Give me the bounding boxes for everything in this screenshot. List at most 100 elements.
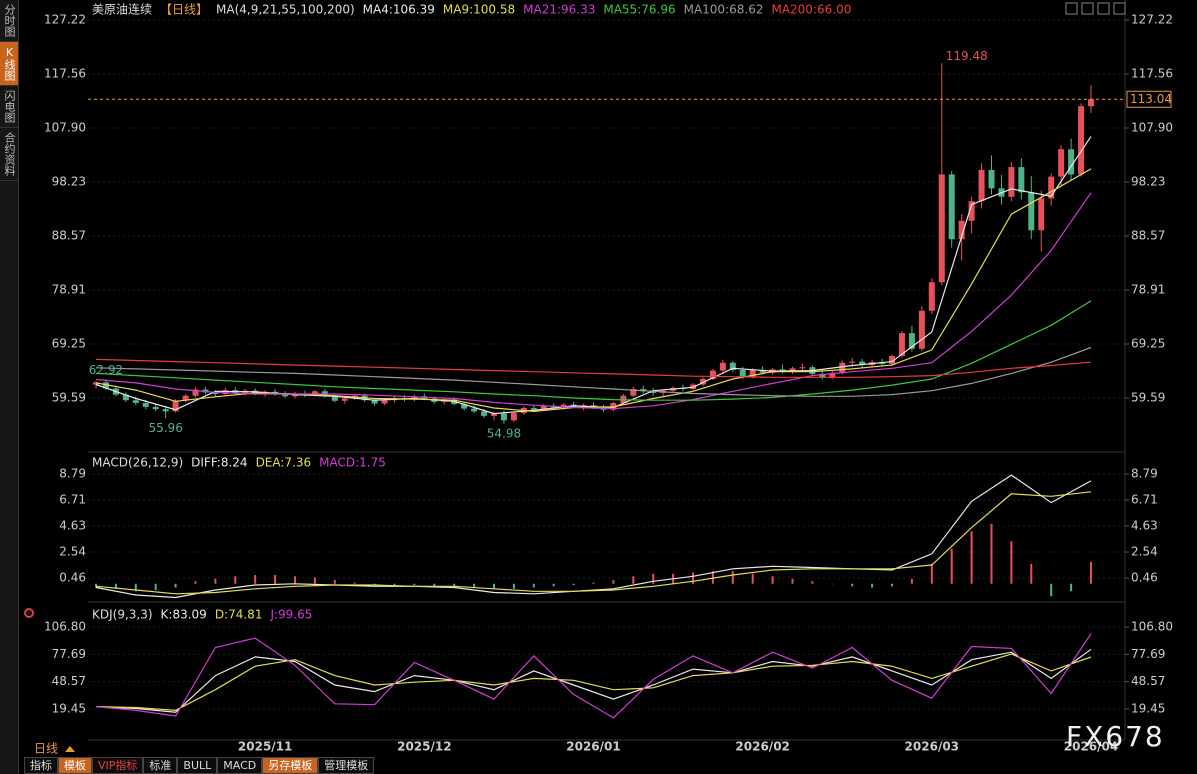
macd-bar — [453, 583, 456, 587]
y-tick-label: 98.23 — [52, 175, 86, 189]
tab[interactable]: K线图 — [0, 42, 18, 86]
macd-bar — [473, 583, 476, 588]
candle-body — [481, 411, 488, 416]
toolbar-button[interactable]: 标准 — [143, 757, 178, 774]
x-tick-label: 2026/01 — [566, 740, 620, 754]
candle-body — [829, 372, 836, 378]
candle — [859, 358, 866, 368]
candle-body — [1028, 192, 1035, 231]
indicator-line — [95, 358, 1092, 378]
icon-zoom[interactable] — [1081, 2, 1094, 15]
y-tick-label: 106.80 — [44, 619, 86, 633]
macd-bar — [532, 583, 535, 588]
tab[interactable]: 分时图 — [0, 0, 18, 42]
x-tick-label: 2025/11 — [238, 740, 292, 754]
icon-move[interactable] — [1065, 2, 1078, 15]
extreme-label: 119.48 — [946, 49, 988, 63]
candle-body — [819, 373, 826, 378]
extreme-label: 54.98 — [487, 426, 521, 440]
tab[interactable]: 闪电图 — [0, 86, 18, 128]
y-tick-label: 19.45 — [1131, 702, 1165, 716]
period-arrow[interactable] — [65, 746, 75, 752]
toolbar-button[interactable]: VIP指标 — [92, 757, 144, 774]
y-tick-label: 19.45 — [52, 702, 86, 716]
bottom-toolbar: 指标 模板 VIP指标 标准 BULL MACD 另存模板 管理模板 — [24, 757, 375, 774]
y-tick-label: 6.71 — [1131, 492, 1158, 506]
watermark: FX678 — [1066, 720, 1165, 753]
y-tick-label: 117.56 — [44, 66, 86, 80]
candle-body — [540, 405, 547, 410]
candle-body — [500, 413, 507, 421]
y-tick-label: 69.25 — [52, 337, 86, 351]
candle-body — [839, 362, 846, 373]
toolbar-button[interactable]: BULL — [177, 757, 218, 774]
macd-bar — [95, 583, 97, 588]
candle-body — [1058, 149, 1065, 177]
candle — [152, 404, 159, 412]
toolbar-button[interactable]: 模板 — [58, 757, 92, 774]
indicator-icon[interactable] — [24, 608, 34, 618]
legend-entry: KDJ(9,3,3) — [92, 608, 153, 622]
legend-entry: D:74.81 — [215, 608, 263, 622]
candle — [889, 354, 895, 365]
candle-body — [152, 406, 159, 410]
macd-bar — [174, 583, 177, 588]
icon-close[interactable] — [1113, 2, 1126, 15]
candle-body — [102, 382, 109, 389]
candle-body — [898, 333, 905, 357]
indicator-line — [95, 346, 1092, 397]
macd-bar — [1010, 541, 1013, 584]
candle-body — [381, 400, 388, 404]
macd-bar — [871, 583, 874, 588]
indicator-line — [95, 633, 1092, 719]
icon-settings[interactable] — [1097, 2, 1110, 15]
candle-body — [122, 394, 129, 401]
candle — [938, 63, 945, 286]
toolbar-button[interactable]: 管理模板 — [318, 757, 375, 774]
legend-entry: MA21:96.33 — [523, 3, 595, 17]
candle — [799, 363, 806, 372]
macd-bar — [751, 573, 754, 584]
y-tick-label: 127.22 — [44, 13, 86, 27]
toolbar-button[interactable]: 指标 — [24, 757, 58, 774]
candle-body — [938, 174, 945, 283]
macd-bar — [990, 523, 993, 584]
candle-body — [1048, 176, 1055, 199]
candle — [162, 405, 169, 419]
candle — [1078, 103, 1085, 177]
candle — [729, 361, 736, 373]
toolbar-button[interactable]: MACD — [217, 757, 263, 774]
candle-body — [510, 413, 517, 421]
macd-bar — [294, 576, 296, 584]
macd-bar — [194, 581, 197, 584]
candle-body — [1038, 198, 1045, 231]
candle — [630, 386, 637, 397]
macd-bar — [214, 578, 217, 584]
x-tick-label: 2026/03 — [905, 740, 959, 754]
period-label[interactable]: 日线 — [34, 742, 58, 756]
candle — [182, 394, 189, 403]
candle-body — [799, 367, 806, 369]
candle — [988, 155, 995, 195]
background — [0, 0, 1197, 757]
extreme-label: 55.96 — [148, 421, 182, 435]
candle-body — [471, 408, 478, 412]
toolbar-button[interactable]: 另存模板 — [262, 757, 319, 774]
macd-bar — [1070, 583, 1073, 592]
macd-bar — [891, 583, 893, 587]
candle-body — [918, 310, 925, 349]
y-tick-label: 0.46 — [59, 571, 86, 585]
y-tick-label: 2.54 — [59, 545, 86, 559]
candle-body — [729, 362, 736, 371]
y-tick-label: 6.71 — [59, 492, 86, 506]
legend-entry: MA200:66.00 — [771, 3, 851, 17]
tab[interactable]: 合约资料 — [0, 128, 18, 181]
macd-bar — [970, 531, 973, 584]
candle — [1058, 145, 1065, 187]
candle-body — [192, 389, 199, 396]
candle — [371, 397, 378, 406]
candle-body — [859, 361, 866, 365]
toolbar-icons[interactable] — [1065, 2, 1126, 15]
candle-body — [709, 370, 716, 379]
